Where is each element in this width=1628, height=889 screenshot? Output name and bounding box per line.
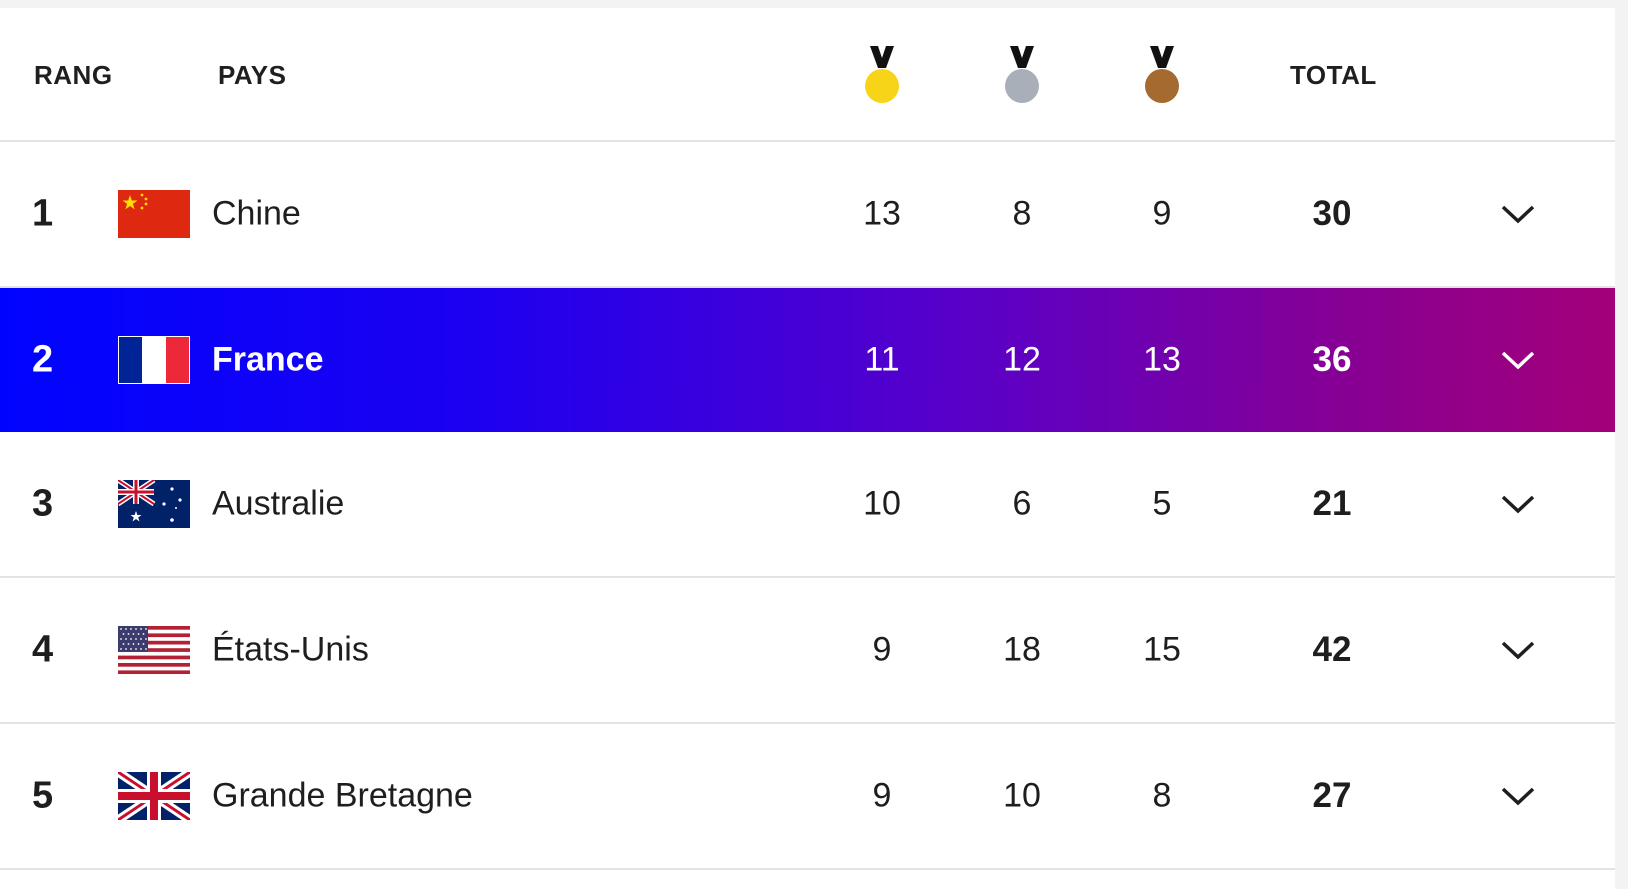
chevron-down-icon[interactable] [1500,349,1536,371]
rank-value: 4 [32,628,54,671]
table-row[interactable]: 4 États-Unis 9 [0,578,1615,724]
country-name: Chine [212,194,301,233]
gold-count: 9 [872,630,892,669]
country-name: États-Unis [212,630,369,669]
country-column-header: PAYS [218,60,287,90]
country-name: Grande Bretagne [212,776,473,815]
table-header: RANG PAYS TOTAL [0,8,1615,142]
rank-value: 5 [32,774,54,817]
chevron-down-icon[interactable] [1500,639,1536,661]
gold-medal-icon [864,46,900,104]
bronze-count: 9 [1152,194,1172,233]
row-divider [1435,286,1615,288]
chevron-down-icon[interactable] [1500,203,1536,225]
gold-count: 9 [872,776,892,815]
table-row[interactable]: 1 Chine 13 8 9 30 [0,142,1615,288]
bronze-count: 8 [1152,776,1172,815]
total-count: 27 [1312,776,1352,815]
gold-count: 11 [864,340,900,379]
table-row[interactable]: 5 Grande Bretagne 9 10 8 27 [0,724,1615,870]
bronze-count: 15 [1143,630,1181,669]
bronze-medal-icon [1144,46,1180,104]
gold-count: 10 [863,484,901,523]
total-count: 30 [1312,194,1352,233]
total-count: 42 [1312,630,1352,669]
country-name: Australie [212,484,345,523]
silver-count: 8 [1012,194,1032,233]
france-flag-icon [118,336,190,384]
chevron-down-icon[interactable] [1500,785,1536,807]
uk-flag-icon [118,772,190,820]
silver-count: 12 [1003,340,1041,379]
usa-flag-icon [118,626,190,674]
bronze-count: 13 [1143,340,1181,379]
total-column-header: TOTAL [1290,60,1377,90]
table-row[interactable]: 3 A [0,432,1615,578]
silver-count: 10 [1003,776,1041,815]
silver-medal-icon [1004,46,1040,104]
total-count: 36 [1312,340,1352,379]
country-name: France [212,340,324,379]
silver-count: 6 [1012,484,1032,523]
silver-count: 18 [1003,630,1041,669]
rank-value: 3 [32,482,54,525]
gold-count: 13 [863,194,901,233]
bronze-count: 5 [1152,484,1172,523]
china-flag-icon [118,190,190,238]
chevron-down-icon[interactable] [1500,493,1536,515]
medal-table: RANG PAYS TOTAL 1 [0,8,1615,889]
table-row-highlighted[interactable]: 2 France 11 12 13 36 [0,288,1615,432]
australia-flag-icon [118,480,190,528]
total-count: 21 [1312,484,1352,523]
rank-column-header: RANG [34,60,113,90]
rank-value: 1 [32,192,54,235]
rank-value: 2 [32,338,54,381]
